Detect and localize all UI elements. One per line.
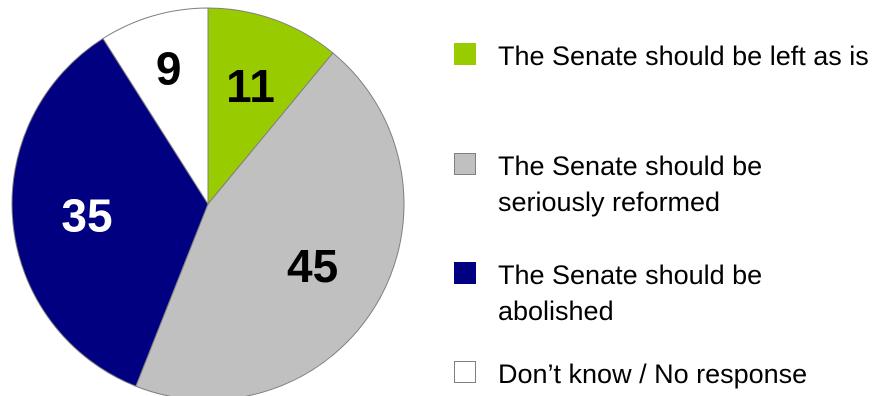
legend-swatch-abolished — [454, 262, 476, 284]
legend-label-left-as-is: The Senate should be left as is — [498, 41, 869, 71]
data-label-seriously-reformed: 45 — [287, 240, 338, 292]
pie-slice-left-as-is — [207, 7, 334, 206]
data-label-left-as-is: 11 — [226, 60, 275, 112]
legend-item-left-as-is: The Senate should be left as is — [454, 38, 869, 74]
legend-label-seriously-reformed: The Senate should be seriously reformed — [498, 151, 763, 217]
legend: The Senate should be left as is The Sena… — [454, 38, 869, 389]
pie-slice-abolished — [11, 37, 209, 387]
data-label-abolished: 35 — [61, 189, 112, 241]
legend-swatch-seriously-reformed — [454, 153, 476, 175]
data-label-dont-know: 9 — [156, 42, 182, 94]
legend-item-seriously-reformed: The Senate should be seriously reformed — [454, 148, 869, 220]
legend-swatch-left-as-is — [454, 43, 476, 65]
legend-label-abolished: The Senate should be abolished — [498, 260, 763, 326]
legend-swatch-dont-know — [454, 361, 476, 383]
pie-chart: 11 45 35 9 — [11, 7, 405, 396]
pie-slice-dont-know — [102, 7, 209, 206]
pie-slice-seriously-reformed — [135, 52, 405, 396]
pie-slices — [11, 7, 405, 396]
legend-label-dont-know: Don’t know / No response — [498, 359, 808, 389]
legend-item-abolished: The Senate should be abolished — [454, 257, 869, 329]
pie-data-labels: 11 45 35 9 — [61, 42, 338, 291]
legend-item-dont-know: Don’t know / No response — [454, 356, 807, 392]
